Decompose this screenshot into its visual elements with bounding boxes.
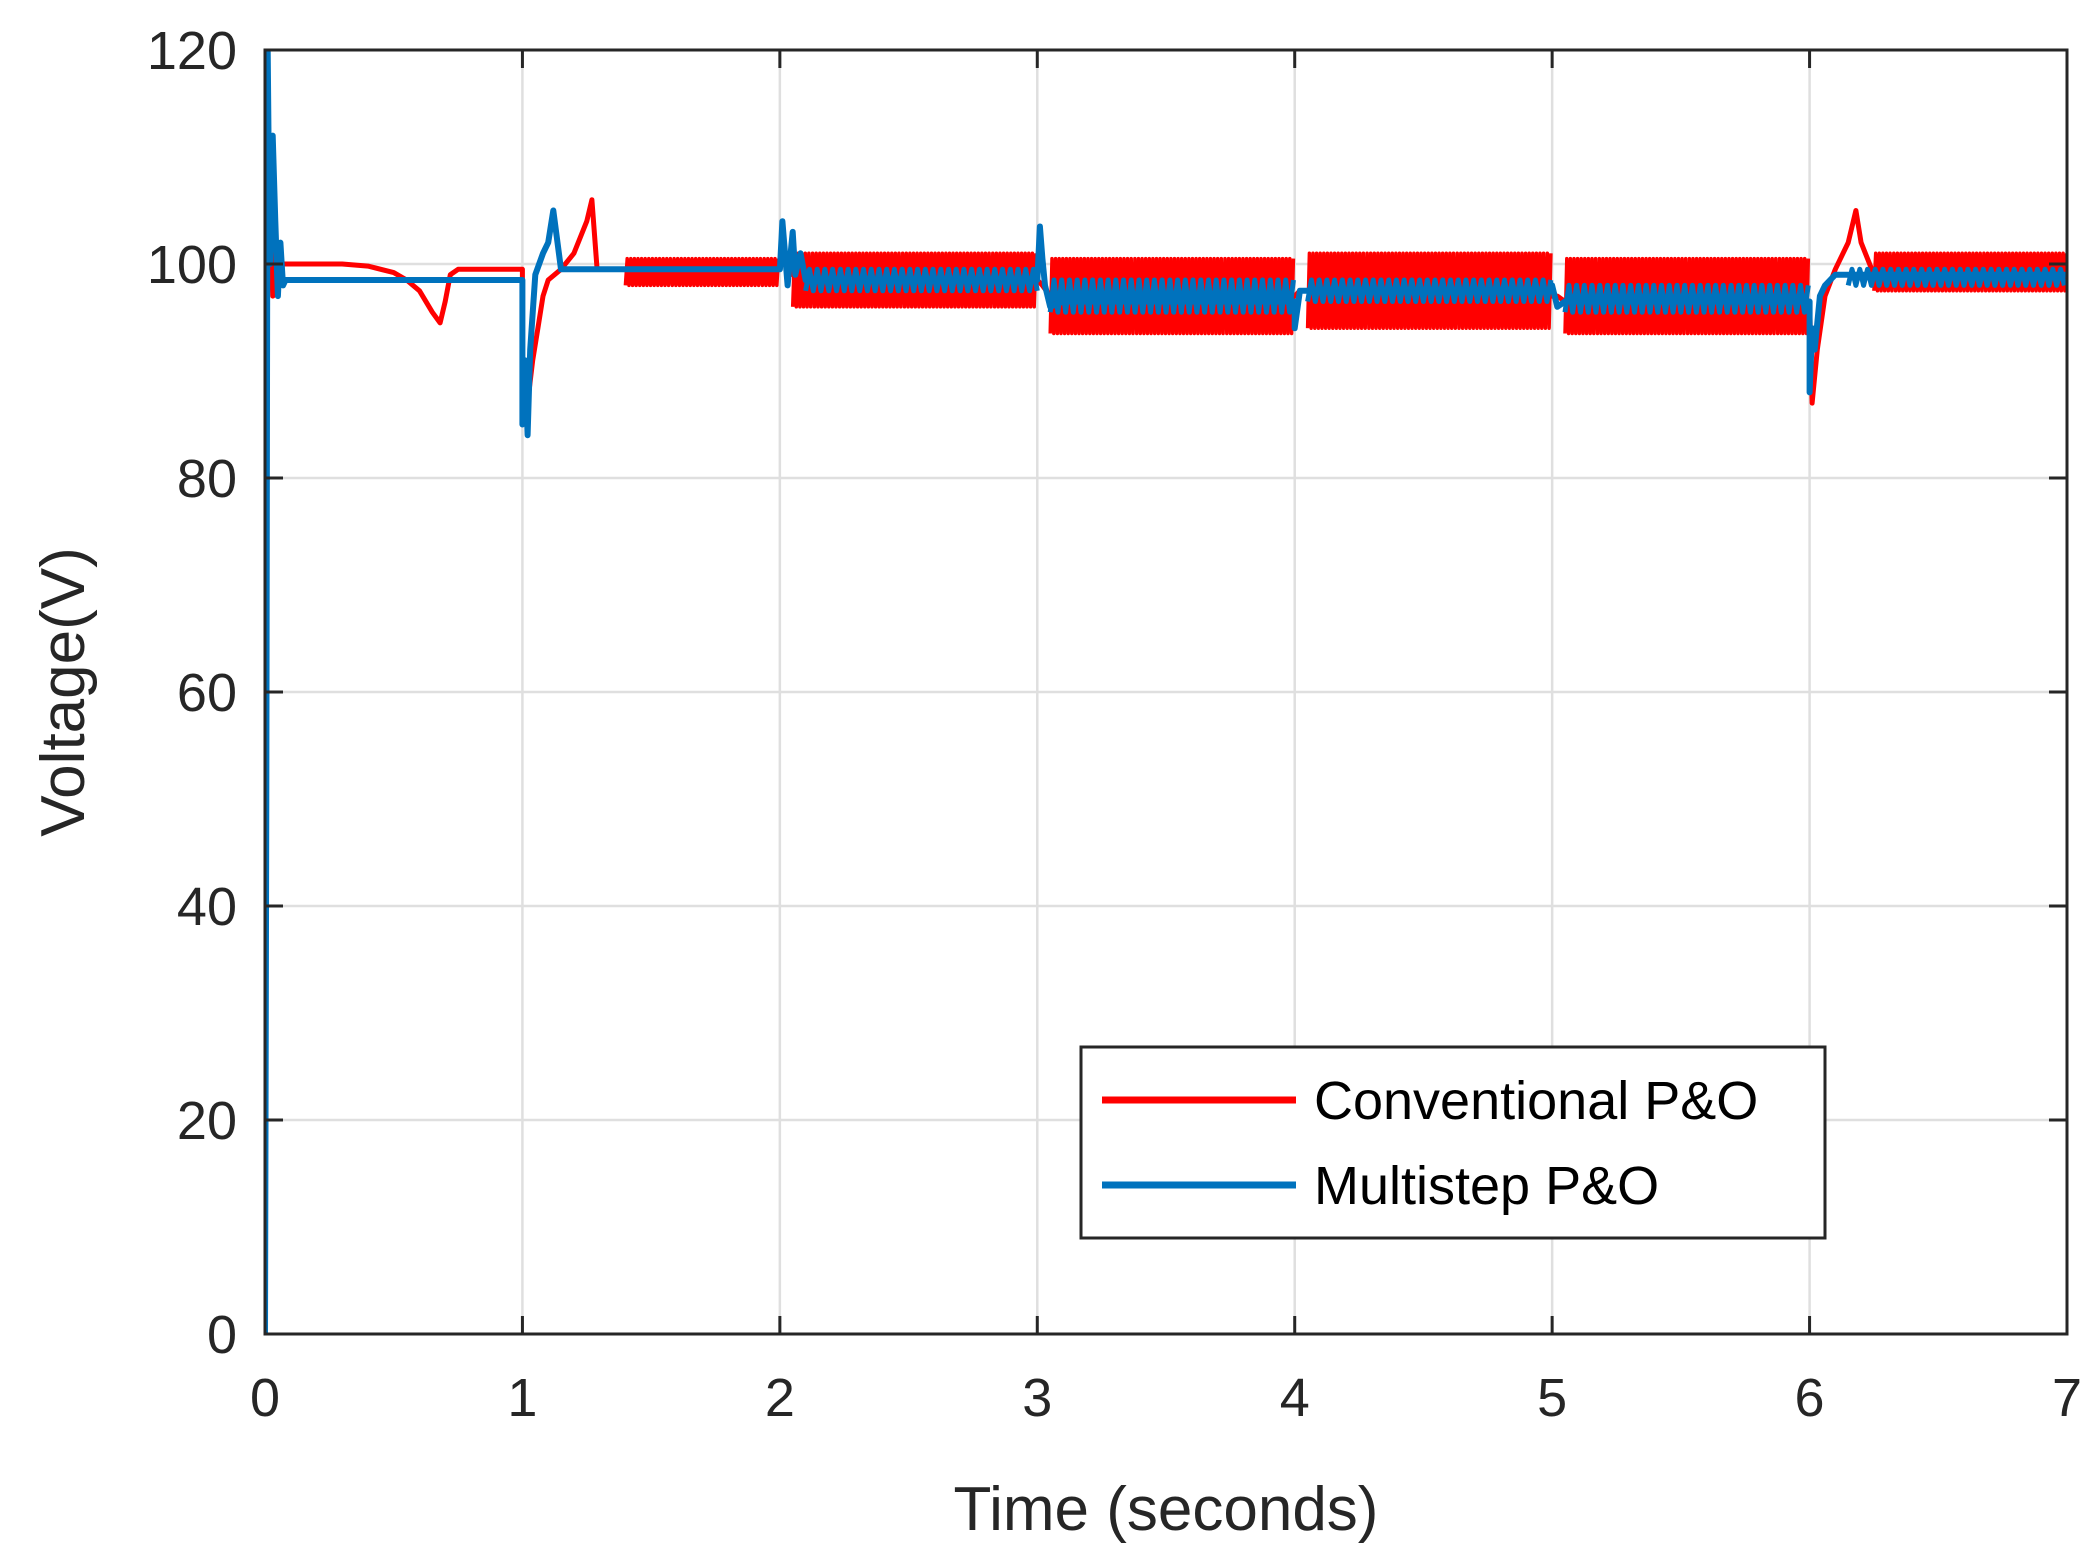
legend-label-conventional: Conventional P&O bbox=[1314, 1071, 1758, 1131]
series-multistep bbox=[265, 50, 2067, 1334]
series-layer bbox=[265, 50, 2067, 1334]
y-tick-label: 20 bbox=[177, 1091, 237, 1151]
tick-labels: 0 1 2 3 4 5 6 7 0 20 40 60 80 100 120 bbox=[147, 21, 2082, 1428]
legend: Conventional P&O Multistep P&O bbox=[1079, 1045, 1827, 1240]
x-tick-label: 6 bbox=[1795, 1368, 1825, 1428]
x-tick-label: 2 bbox=[765, 1368, 795, 1428]
x-tick-label: 1 bbox=[507, 1368, 537, 1428]
y-tick-label: 40 bbox=[177, 877, 237, 937]
x-tick-label: 0 bbox=[250, 1368, 280, 1428]
x-tick-label: 3 bbox=[1022, 1368, 1052, 1428]
legend-box bbox=[1079, 1045, 1827, 1240]
x-tick-label: 4 bbox=[1280, 1368, 1310, 1428]
y-tick-label: 0 bbox=[207, 1305, 237, 1365]
x-tick-label: 7 bbox=[2052, 1368, 2082, 1428]
y-tick-label: 80 bbox=[177, 449, 237, 509]
legend-label-multistep: Multistep P&O bbox=[1314, 1156, 1659, 1216]
oscillation-band bbox=[1047, 277, 1296, 315]
y-axis-label: Voltage(V) bbox=[29, 547, 98, 837]
x-tick-label: 5 bbox=[1537, 1368, 1567, 1428]
series-line bbox=[265, 50, 2067, 1334]
y-tick-label: 120 bbox=[147, 21, 237, 81]
oscillation-band bbox=[803, 266, 1040, 294]
y-tick-label: 100 bbox=[147, 235, 237, 295]
y-tick-label: 60 bbox=[177, 663, 237, 723]
tick-marks bbox=[263, 48, 2069, 1336]
x-axis-label: Time (seconds) bbox=[954, 1475, 1379, 1544]
